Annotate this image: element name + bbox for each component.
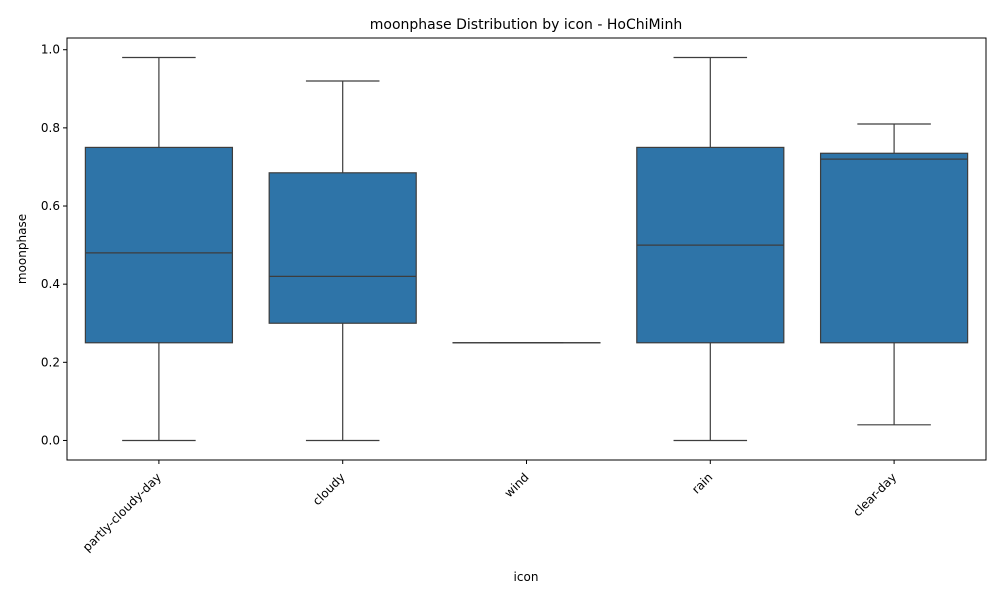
x-tick-label: cloudy [310,470,348,508]
y-tick-label: 1.0 [41,43,60,57]
x-tick-label: wind [502,470,532,500]
box-group-cloudy [268,80,417,442]
x-tick-label: clear-day [850,470,899,519]
y-axis: 0.0 0.2 0.4 0.6 0.8 1.0 [41,43,67,447]
y-tick-label: 0.2 [41,355,60,369]
box-group-partly-cloudy-day [84,56,234,442]
y-tick-label: 0.8 [41,121,60,135]
y-axis-title: moonphase [15,214,29,284]
x-axis: partly-cloudy-day cloudy wind rain clear-day [80,460,899,554]
chart-title: moonphase Distribution by icon - HoChiMi… [370,17,682,33]
box-iqr [268,172,417,324]
x-tick-label: partly-cloudy-day [80,470,164,554]
box-iqr [84,146,234,344]
box-group-clear-day [819,123,969,426]
boxes-layer [84,56,969,442]
y-tick-label: 0.6 [41,199,60,213]
x-tick-label: rain [689,470,715,496]
y-tick-label: 0.4 [41,277,60,291]
x-axis-title: icon [514,570,539,584]
box-iqr [819,152,969,344]
y-tick-label: 0.0 [41,433,60,447]
box-group-rain [636,56,785,442]
